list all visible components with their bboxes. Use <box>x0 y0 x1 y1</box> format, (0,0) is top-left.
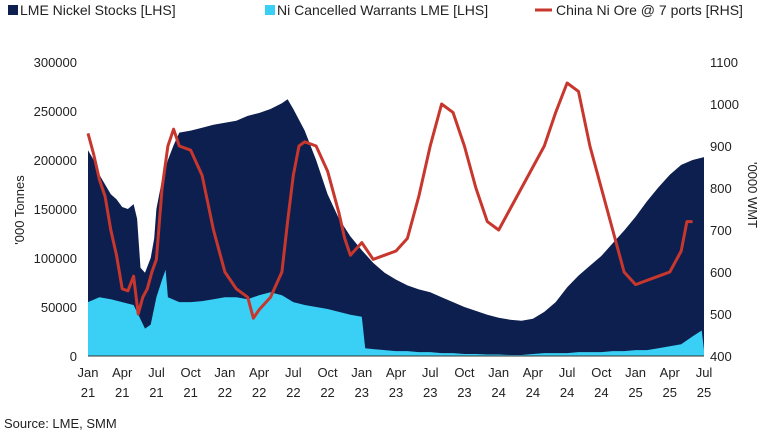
x-tick-year-label: 22 <box>218 385 232 400</box>
x-tick-year-label: 21 <box>183 385 197 400</box>
plot-lines <box>86 81 693 320</box>
x-tick-month-label: Apr <box>523 365 544 380</box>
y-right-tick-label: 600 <box>710 265 732 280</box>
y-right-axis-title: '0000 WMT <box>745 162 760 228</box>
y-left-tick-label: 200000 <box>34 153 77 168</box>
legend-swatch-lme-stocks <box>8 5 18 15</box>
x-tick-month-label: Jan <box>351 365 372 380</box>
y-left-axis-title: '000 Tonnes <box>12 175 27 245</box>
y-right-tick-label: 700 <box>710 223 732 238</box>
x-tick-year-label: 24 <box>594 385 608 400</box>
series-line-2 <box>86 81 693 320</box>
x-tick-year-label: 21 <box>115 385 129 400</box>
x-tick-year-label: 24 <box>560 385 574 400</box>
x-tick-month-label: Oct <box>454 365 475 380</box>
x-tick-year-label: 23 <box>457 385 471 400</box>
x-tick-year-label: 21 <box>81 385 95 400</box>
x-tick-year-label: 22 <box>252 385 266 400</box>
y-left-tick-label: 250000 <box>34 104 77 119</box>
x-tick-year-label: 23 <box>423 385 437 400</box>
legend: LME Nickel Stocks [LHS] Ni Cancelled War… <box>8 2 743 18</box>
x-tick-month-label: Jul <box>559 365 576 380</box>
legend-label-lme-stocks: LME Nickel Stocks [LHS] <box>20 2 176 18</box>
y-left-tick-label: 50000 <box>41 300 77 315</box>
x-tick-month-label: Apr <box>249 365 270 380</box>
x-tick-year-label: 23 <box>355 385 369 400</box>
x-tick-year-label: 24 <box>491 385 505 400</box>
y-right-tick-label: 400 <box>710 349 732 364</box>
x-ticks: Jan 21 Apr 21 Jul 21 Oct 21 Jan 22 Apr 22 Jul 22 Oct 22… <box>78 365 713 400</box>
y-right-tick-label: 1000 <box>710 97 739 112</box>
x-tick-month-label: Apr <box>660 365 681 380</box>
x-tick-year-label: 24 <box>526 385 540 400</box>
x-tick-month-label: Jan <box>625 365 646 380</box>
x-tick-month-label: Oct <box>591 365 612 380</box>
x-tick-year-label: 22 <box>286 385 300 400</box>
x-tick-month-label: Jan <box>214 365 235 380</box>
x-tick-year-label: 21 <box>149 385 163 400</box>
x-tick-year-label: 23 <box>389 385 403 400</box>
y-left-tick-label: 100000 <box>34 251 77 266</box>
x-tick-month-label: Apr <box>112 365 133 380</box>
x-tick-month-label: Jul <box>285 365 302 380</box>
x-tick-month-label: Oct <box>181 365 202 380</box>
y-right-tick-label: 900 <box>710 139 732 154</box>
y-right-tick-label: 1100 <box>710 55 738 70</box>
x-tick-month-label: Jul <box>148 365 165 380</box>
x-tick-year-label: 22 <box>320 385 334 400</box>
y-right-ticks: 400 500 600 700 800 900 1000 1100 <box>710 55 739 364</box>
legend-swatch-cancelled-warrants <box>265 5 275 15</box>
x-tick-month-label: Jan <box>488 365 509 380</box>
x-tick-year-label: 25 <box>628 385 642 400</box>
x-tick-month-label: Jul <box>696 365 713 380</box>
legend-label-cancelled-warrants: Ni Cancelled Warrants LME [LHS] <box>277 2 488 18</box>
y-right-tick-label: 500 <box>710 307 732 322</box>
x-tick-year-label: 25 <box>697 385 711 400</box>
y-left-tick-label: 150000 <box>34 202 77 217</box>
x-tick-year-label: 25 <box>663 385 677 400</box>
x-tick-month-label: Oct <box>317 365 338 380</box>
x-tick-month-label: Jul <box>422 365 439 380</box>
x-tick-month-label: Apr <box>386 365 407 380</box>
source-note: Source: LME, SMM <box>4 416 117 431</box>
x-tick-month-label: Jan <box>78 365 99 380</box>
y-right-tick-label: 800 <box>710 181 732 196</box>
y-left-ticks: 0 50000 100000 150000 200000 250000 300000 <box>34 55 77 364</box>
legend-label-china-ni-ore: China Ni Ore @ 7 ports [RHS] <box>556 2 743 18</box>
series-area-1 <box>88 269 704 356</box>
y-left-tick-label: 0 <box>70 349 77 364</box>
y-left-tick-label: 300000 <box>34 55 77 70</box>
